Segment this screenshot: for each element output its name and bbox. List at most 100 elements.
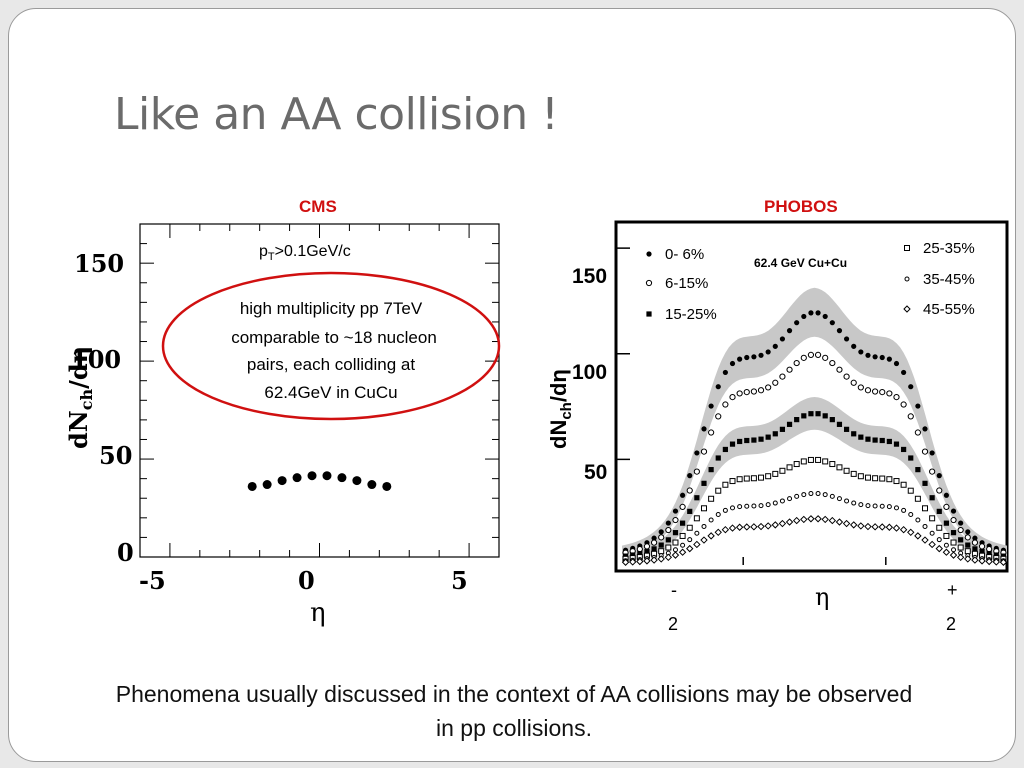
phobos-data-point: [679, 503, 686, 511]
phobos-data-point: [757, 387, 765, 394]
phobos-data-point: [851, 431, 857, 437]
phobos-data-point: [921, 536, 929, 544]
cms-data-point: [262, 480, 272, 490]
phobos-data-point: [879, 354, 885, 361]
phobos-data-point: [765, 502, 771, 508]
phobos-data-point: [737, 504, 743, 510]
cms-data-point: [277, 476, 287, 486]
phobos-data-point: [851, 500, 857, 506]
phobos-data-point: [808, 491, 814, 497]
phobos-data-point: [765, 434, 771, 440]
phobos-data-point: [794, 320, 800, 326]
phobos-data-point: [971, 539, 979, 546]
phobos-data-point: [842, 519, 851, 528]
phobos-data-point: [943, 532, 950, 539]
footnote: Phenomena usually discussed in the conte…: [115, 681, 913, 741]
phobos-data-point: [758, 352, 764, 358]
phobos-data-point: [822, 313, 828, 320]
phobos-data-point: [787, 496, 793, 502]
phobos-data-point: [680, 492, 686, 498]
phobos-data-point: [701, 523, 707, 529]
phobos-data-point: [751, 354, 757, 360]
phobos-data-point: [986, 550, 992, 557]
phobos-data-point: [801, 413, 807, 419]
phobos-data-point: [857, 384, 864, 391]
phobos-data-point: [793, 359, 800, 367]
phobos-data-point: [965, 542, 971, 548]
phobos-data-point: [630, 552, 636, 558]
phobos-data-point: [757, 522, 765, 531]
phobos-legend-label: 35-45%: [923, 271, 975, 288]
phobos-data-point: [687, 473, 693, 479]
phobos-data-point: [979, 549, 985, 555]
phobos-data-point: [857, 473, 864, 480]
phobos-data-point: [836, 328, 843, 334]
phobos-data-point: [914, 495, 921, 502]
phobos-data-point: [779, 498, 785, 504]
phobos-data-point: [715, 413, 722, 420]
phobos-data-point: [671, 551, 680, 559]
phobos-data-point: [843, 426, 850, 432]
cms-data-point: [322, 471, 332, 481]
phobos-data-point: [815, 310, 821, 316]
phobos-data-point: [885, 523, 894, 531]
phobos-data-point: [879, 437, 885, 444]
cms-data-point: [352, 476, 362, 486]
phobos-data-point: [972, 535, 978, 541]
phobos-data-point: [765, 349, 771, 355]
phobos-data-point: [786, 421, 793, 427]
phobos-data-point: [715, 511, 721, 517]
phobos-data-point: [672, 508, 679, 514]
phobos-data-point: [707, 532, 715, 540]
phobos-data-point: [843, 373, 850, 380]
svg-text:high multiplicity pp 7TeV: high multiplicity pp 7TeV: [240, 299, 423, 318]
phobos-data-point: [665, 537, 671, 543]
phobos-data-point: [850, 379, 857, 386]
cms-data-point: [247, 481, 257, 491]
phobos-data-point: [879, 475, 886, 482]
cms-yaxis-label: dNch/dη: [64, 346, 96, 449]
phobos-data-point: [858, 502, 864, 508]
phobos-data-point: [772, 379, 779, 386]
phobos-data-points: [621, 310, 1008, 566]
phobos-data-point: [672, 547, 678, 553]
phobos-data-point: [936, 524, 943, 531]
phobos-data-point: [750, 475, 757, 482]
phobos-data-point: [743, 388, 750, 396]
phobos-data-point: [708, 403, 714, 409]
phobos-data-point: [865, 503, 871, 509]
phobos-data-point: [722, 481, 729, 488]
slide-title: Like an AA collision !: [114, 89, 559, 140]
phobos-data-point: [686, 487, 693, 494]
phobos-data-point: [714, 528, 722, 537]
phobos-data-point: [821, 515, 829, 524]
phobos-data-point: [829, 461, 836, 468]
phobos-data-point: [701, 480, 707, 486]
phobos-data-point: [928, 540, 936, 549]
phobos-data-point: [665, 526, 672, 534]
phobos-data-point: [950, 530, 957, 536]
cms-annotation: high multiplicity pp 7TeV comparable to …: [231, 299, 437, 402]
phobos-data-point: [772, 500, 778, 506]
phobos-data-point: [715, 384, 721, 390]
phobos-system-label: 62.4 GeV Cu+Cu: [754, 256, 847, 270]
cms-chart-title: CMS: [299, 197, 337, 216]
phobos-data-point: [943, 503, 950, 511]
charts-canvas: 150 100 50 0 -5 0 5 η dNch/dη pT>0.1GeV/…: [64, 220, 1009, 634]
phobos-xtick-minus-value: 2: [668, 614, 678, 634]
cms-data-point: [367, 480, 377, 490]
phobos-data-point: [764, 522, 772, 530]
phobos-data-point: [807, 515, 815, 523]
phobos-legend-label: 6-15%: [665, 275, 708, 292]
phobos-legend-label: 45-55%: [923, 301, 975, 318]
phobos-data-point: [858, 349, 864, 355]
phobos-data-point: [771, 521, 779, 529]
cms-ytick-label: 0: [117, 538, 134, 567]
phobos-data-point: [850, 521, 858, 529]
phobos-data-point: [936, 537, 942, 543]
phobos-data-point: [680, 542, 686, 548]
phobos-data-point: [865, 436, 871, 442]
phobos-data-point: [693, 468, 700, 475]
phobos-data-point: [879, 388, 886, 396]
phobos-data-point: [636, 546, 643, 553]
